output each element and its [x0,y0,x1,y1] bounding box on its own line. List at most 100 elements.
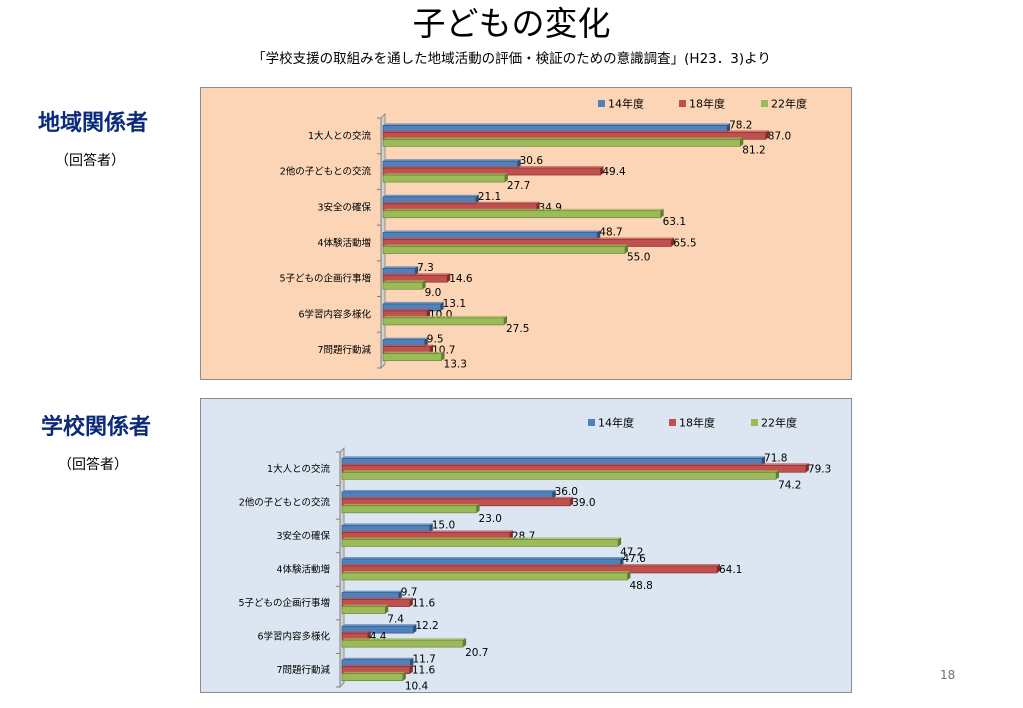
bar-top-face [383,130,769,133]
category-label: 2他の子どもとの交流 [239,496,331,508]
legend-label-14: 14年度 [608,97,644,111]
bar-side-face [475,194,479,204]
respondents-label-school: （回答者） [58,457,128,473]
category-label: 1大人との交流 [308,130,371,142]
data-label: 78.2 [729,119,752,131]
data-label: 81.2 [742,144,765,156]
bar-top-face [383,137,744,140]
bar-side-face [447,273,451,283]
bar-22 [341,539,619,547]
bar-22 [341,673,404,682]
bar-top-face [342,456,766,459]
bar-top-face [342,604,389,607]
bar-side-face [429,523,433,533]
bar-side-face [620,557,624,566]
bar-top-face [342,671,406,674]
data-label: 12.2 [415,620,438,632]
data-label: 64.1 [719,564,742,576]
chart-community: 1大人との交流 78.2 87.081.2 2他の子どもとの交流 30.6 49.4 27.… [279,97,807,371]
bar-top-face [342,470,780,473]
data-label: 48.8 [629,580,652,592]
data-label: 48.7 [599,227,622,239]
legend-label-18: 18年度 [679,416,715,430]
bar-top-face [342,590,402,593]
bar-top-face [342,624,417,627]
data-label: 21.1 [478,191,501,203]
category-label: 3安全の確保 [317,201,371,213]
bar-top-face [383,337,428,340]
bar-top-face [383,194,479,197]
bar-22 [382,317,505,326]
bar-side-face [600,166,604,176]
bar-side-face [716,564,720,573]
bar-22 [382,353,442,361]
bar-side-face [762,456,766,466]
bar-22 [341,505,477,514]
bar-side-face [440,301,444,311]
bar-top-face [342,503,480,506]
bar-14 [341,625,414,634]
bar-22 [382,139,741,147]
bar-top-face [383,123,731,126]
bar-side-face [415,266,419,276]
bar-top-face [383,166,604,169]
bar-top-face [342,664,413,667]
bar-side-face [570,496,574,506]
bar-side-face [536,201,540,211]
bar-top-face [342,638,467,641]
bar-side-face [413,624,417,634]
bar-22 [382,174,506,183]
bar-side-face [625,244,628,254]
bar-top-face [383,230,601,233]
legend-swatch-22 [751,419,758,426]
bar-top-face [383,266,419,269]
legend-label-22: 22年度 [761,416,797,430]
legend-label-14: 14年度 [598,416,634,430]
category-label: 4体験活動増 [317,237,371,249]
data-label: 65.5 [673,238,696,250]
bar-top-face [342,530,513,533]
data-label: 10.4 [405,681,429,692]
bar-22 [341,606,386,614]
bar-side-face [504,315,507,325]
category-label: 4体験活動増 [276,564,330,576]
bar-side-face [552,489,556,499]
bar-top-face [383,280,426,283]
page-title: 子どもの変化 [412,4,611,43]
data-label: 9.7 [401,587,418,599]
bar-top-face [383,237,675,240]
legend-swatch-22 [761,100,768,107]
chart-school: 1大人との交流 71.8 79.3 74.2 2他の子どもとの交流 36.039.0 23.… [238,416,831,693]
bar-side-face [410,657,414,667]
bar-side-face [517,159,521,169]
bar-top-face [342,571,631,573]
bar-side-face [805,463,809,473]
bar-top-face [342,564,720,566]
bar-top-face [383,315,507,318]
bar-side-face [660,208,664,218]
data-label: 23.0 [479,513,502,525]
chart-panel-school: 1大人との交流 71.8 79.3 74.2 2他の子どもとの交流 36.0 39.0 23.… [200,398,852,693]
category-label: 7問題行動減 [317,344,371,356]
category-label: 2他の子どもとの交流 [280,166,372,178]
data-label: 39.0 [572,497,595,509]
data-label: 30.6 [520,155,544,167]
category-label: 3安全の確保 [276,530,330,542]
bar-side-face [776,470,780,480]
bar-side-face [727,123,731,133]
legend-swatch-18 [669,419,676,426]
bar-side-face [367,631,371,641]
data-label: 9.0 [425,287,442,299]
data-label: 47.2 [620,546,643,558]
data-label: 13.1 [443,298,466,310]
data-label: 27.7 [507,180,530,192]
bar-side-face [422,280,426,290]
bar-side-face [740,137,744,147]
data-label: 49.4 [602,166,626,178]
data-label: 71.8 [764,452,787,464]
data-label: 9.5 [427,334,444,346]
bar-top-face [342,537,622,540]
bar-top-face [342,463,809,466]
data-label: 14.6 [449,273,473,285]
bar-side-face [427,308,430,318]
